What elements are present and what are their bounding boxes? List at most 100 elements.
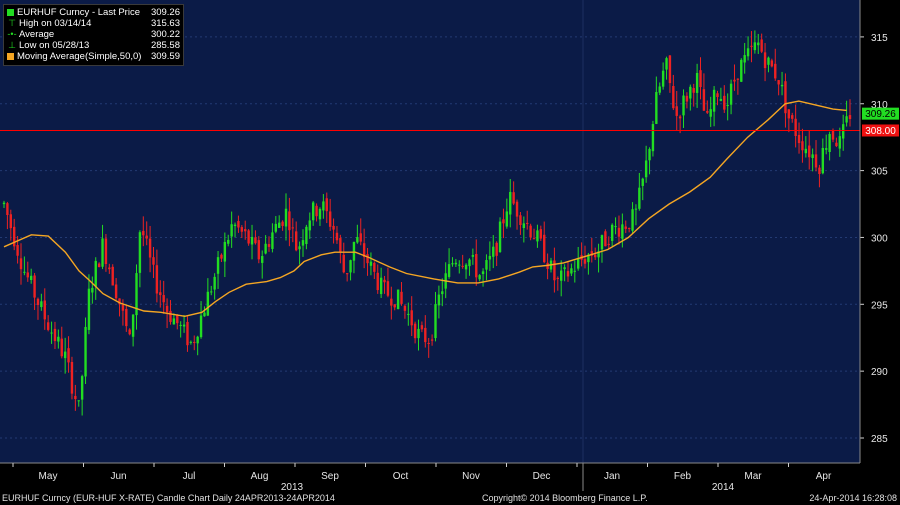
candle-body <box>451 263 454 265</box>
candle-body <box>784 81 787 114</box>
candle-body <box>413 323 417 339</box>
candle-body <box>118 298 121 305</box>
candle-body <box>655 92 658 124</box>
candle-body <box>213 276 216 290</box>
legend-low-label: Low on 05/28/13 <box>19 40 90 51</box>
candle-body <box>271 232 274 249</box>
legend-row-moving-average: Moving Average(Simple,50,0) 309.59 <box>7 51 180 62</box>
candle-body <box>125 308 128 327</box>
candle-body <box>424 327 427 343</box>
candle-body <box>179 324 182 326</box>
x-tick-label: Jun <box>110 471 126 482</box>
reference-price-tag: 308.00 <box>865 126 896 137</box>
candle-body <box>128 329 131 335</box>
candle-body <box>665 58 668 70</box>
candle-body <box>322 201 325 211</box>
orange-square-icon <box>7 53 14 60</box>
candle-body <box>176 314 179 324</box>
chart-footer: EURHUF Curncy (EUR-HUF X-RATE) Candle Ch… <box>0 491 900 505</box>
candle-body <box>695 72 699 93</box>
candle-body <box>2 202 6 205</box>
moving-average-layer <box>3 100 847 318</box>
candle-body <box>104 238 108 265</box>
candle-body <box>87 288 91 330</box>
candle-body <box>29 275 33 281</box>
candle-body <box>6 203 9 215</box>
candle-body <box>488 255 492 260</box>
candle-body <box>515 201 519 217</box>
candle-body <box>573 270 576 272</box>
y-tick-label: 310 <box>871 100 888 111</box>
candle-body <box>563 267 566 270</box>
legend-average-value: 300.22 <box>150 29 180 40</box>
candle-body <box>46 322 50 330</box>
candle-body <box>430 339 434 341</box>
candle-body <box>220 254 223 259</box>
candle-body <box>536 230 539 242</box>
candle-body <box>223 241 227 262</box>
candle-body <box>651 124 655 152</box>
candle-body <box>233 224 237 227</box>
candle-body <box>342 254 345 273</box>
footer-copyright: Copyright© 2014 Bloomberg Finance L.P. <box>482 493 648 503</box>
candle-body <box>40 301 43 308</box>
candle-body <box>145 235 148 239</box>
x-tick-label: Jul <box>183 471 196 482</box>
candle-body <box>797 134 801 144</box>
candle-body <box>624 226 627 229</box>
candle-body <box>152 257 155 265</box>
candle-body <box>227 239 230 244</box>
candle-body <box>648 148 651 161</box>
last-price-tag: 309.26 <box>865 109 896 120</box>
candle-body <box>301 240 305 246</box>
candle-body <box>757 42 760 46</box>
candle-body <box>328 211 332 227</box>
plot-area <box>0 0 860 463</box>
candle-body <box>420 325 424 330</box>
candle-body <box>376 272 379 291</box>
candle-body <box>774 63 777 79</box>
candle-body <box>250 236 254 245</box>
candles <box>2 30 852 416</box>
candle-body <box>495 242 498 256</box>
candle-body <box>74 395 77 400</box>
candle-body <box>43 300 46 320</box>
candle-body <box>464 264 468 270</box>
legend-average-label: Average <box>19 29 55 40</box>
candle-body <box>111 266 114 286</box>
candle-body <box>240 227 244 232</box>
y-tick-label: 285 <box>871 434 888 445</box>
legend-ma-value: 309.59 <box>150 51 180 62</box>
candle-body <box>199 315 203 338</box>
candle-body <box>386 281 390 296</box>
candle-body <box>142 230 145 236</box>
candle-body <box>556 277 560 279</box>
candle-body <box>274 223 278 232</box>
y-axis-area <box>860 0 900 463</box>
candle-body <box>791 115 794 119</box>
y-tick-label: 305 <box>871 167 888 178</box>
moving-average-line <box>3 100 847 318</box>
candle-body <box>532 238 536 240</box>
candle-body <box>587 254 590 263</box>
y-tick-label: 290 <box>871 367 888 378</box>
candle-body <box>471 255 475 257</box>
candle-body <box>359 233 362 242</box>
candle-body <box>339 238 342 252</box>
legend-last-value: 309.26 <box>150 7 180 18</box>
candle-body <box>607 243 610 245</box>
candle-body <box>787 109 791 119</box>
candle-body <box>838 136 842 149</box>
legend-low-value: 285.58 <box>150 40 180 51</box>
candle-body <box>80 376 84 400</box>
candle-body <box>699 70 702 88</box>
candle-body <box>186 321 189 346</box>
candle-body <box>553 260 556 281</box>
candle-body <box>148 238 152 258</box>
candle-body <box>593 254 597 258</box>
candle-body <box>278 222 281 228</box>
candle-body <box>169 310 172 322</box>
legend-row-high: ⊤ High on 03/14/14 315.63 <box>7 18 180 29</box>
candle-body <box>261 256 264 263</box>
